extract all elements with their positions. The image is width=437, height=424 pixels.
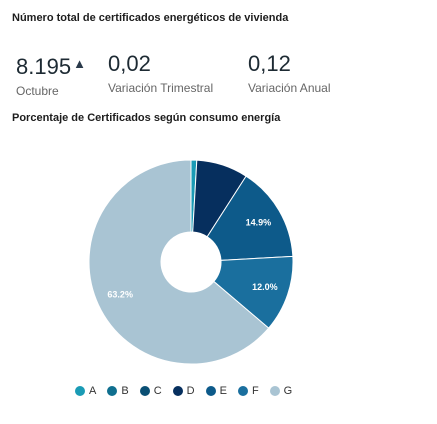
kpi-total-number: 8.195 (16, 54, 72, 79)
legend-label-b: B (121, 385, 129, 397)
legend-item-b[interactable]: B (107, 385, 129, 397)
data-label-e: 14.9% (246, 218, 272, 228)
legend-label-c: C (153, 385, 162, 397)
legend-item-e[interactable]: E (205, 385, 227, 397)
kpi-annual-value: 0,12 (248, 51, 291, 76)
data-label-f: 12.0% (252, 282, 278, 292)
kpi-quarterly-value: 0,02 (108, 51, 151, 76)
certificates-count-title: Número total de certificados energéticos… (12, 12, 289, 24)
legend-swatch-f (237, 386, 248, 396)
kpi-quarterly: 0,02 Variación Trimestral (108, 51, 213, 95)
data-label-g: 63.2% (107, 290, 133, 300)
legend-label-f: F (251, 385, 259, 397)
kpi-total: 8.195 ▲ Octubre (16, 51, 86, 98)
pie-slice-g[interactable] (88, 159, 270, 365)
legend-swatch-a (75, 386, 85, 396)
legend-label-e: E (219, 385, 227, 397)
legend-swatch-g (269, 386, 280, 396)
kpi-annual-label: Variación Anual (248, 81, 331, 95)
legend-swatch-b (107, 386, 118, 396)
trend-up-icon: ▲ (73, 56, 86, 71)
chart-legend: A B C D E F G (75, 385, 292, 397)
kpi-quarterly-label: Variación Trimestral (108, 81, 214, 95)
pie-slice-e[interactable] (206, 175, 294, 261)
kpi-annual: 0,12 Variación Anual (248, 51, 331, 95)
legend-item-c[interactable]: C (139, 385, 162, 397)
legend-swatch-c (139, 386, 150, 396)
legend-label-d: D (186, 385, 195, 397)
legend-item-f[interactable]: F (237, 385, 259, 397)
legend-swatch-d (172, 386, 183, 396)
kpi-total-value: 8.195 ▲ (16, 51, 86, 80)
legend-item-a[interactable]: A (75, 385, 96, 397)
kpi-total-label: Octubre (16, 84, 59, 98)
legend-label-g: G (283, 385, 293, 397)
chart-title: Porcentaje de Certificados según consumo… (12, 112, 281, 124)
legend-item-d[interactable]: D (172, 385, 195, 397)
legend-swatch-e (205, 386, 216, 396)
legend-item-g[interactable]: G (269, 385, 293, 397)
legend-label-a: A (89, 385, 97, 397)
